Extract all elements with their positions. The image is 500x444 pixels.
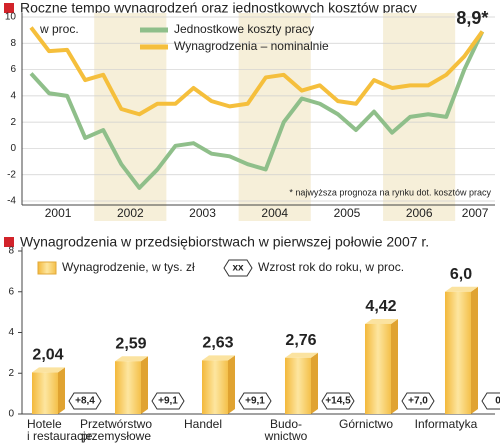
bar-top xyxy=(32,367,65,373)
bar-side xyxy=(228,355,235,414)
value-label: 2,59 xyxy=(115,335,146,352)
y-tick-label: 2 xyxy=(8,368,14,379)
y-tick-label: -4 xyxy=(7,196,16,207)
bar-side xyxy=(141,356,148,414)
y-tick-label: 4 xyxy=(10,90,16,101)
title-marker xyxy=(4,237,14,247)
legend-label: Jednostkowe koszty pracy xyxy=(174,22,314,36)
line-chart: 2001 2002 2003 2004 2005 2006 2007 -4 -2 0 2 4 6 8 10 J… xyxy=(5,8,495,221)
year-band xyxy=(22,13,95,221)
x-tick-label: Hotele xyxy=(27,417,62,431)
x-tick-label: 2002 xyxy=(117,206,144,220)
legend-swatch xyxy=(37,261,57,275)
y-tick-label: -2 xyxy=(7,169,16,180)
annotation: 8,9* xyxy=(456,8,488,28)
line-series xyxy=(29,30,485,190)
growth-badge xyxy=(481,392,500,410)
bar-top xyxy=(365,318,398,324)
x-tick-label: 2007 xyxy=(462,206,489,220)
bar-side xyxy=(311,352,318,414)
bar-side xyxy=(471,286,478,414)
bar xyxy=(365,323,391,414)
y-tick-label: 10 xyxy=(5,12,17,23)
x-tick-label: 2003 xyxy=(189,206,216,220)
growth-badge xyxy=(238,392,272,410)
growth-label: +9,1 xyxy=(245,396,265,407)
x-tick-label: przemysłowe xyxy=(81,429,151,443)
bar-side xyxy=(58,367,65,414)
legend-label: Wzrost rok do roku, w proc. xyxy=(258,260,404,274)
legend-symbol: xx xyxy=(232,263,244,274)
legend-swatch xyxy=(223,259,253,277)
value-label: 2,76 xyxy=(285,332,316,349)
value-label: 2,63 xyxy=(202,335,233,352)
y-tick-label: 8 xyxy=(8,246,14,257)
bar-top xyxy=(115,356,148,362)
x-tick-label: 2005 xyxy=(334,206,361,220)
bar xyxy=(445,291,471,414)
bar-top xyxy=(202,355,235,361)
growth-badge xyxy=(151,392,185,410)
growth-label: 0 xyxy=(495,396,500,407)
y-tick-label: 0 xyxy=(10,143,16,154)
growth-label: +9,1 xyxy=(158,396,178,407)
x-tick-label: wnictwo xyxy=(264,429,308,443)
value-label: 4,42 xyxy=(365,298,396,315)
growth-label: +7,0 xyxy=(408,396,428,407)
x-tick-label: Informatyka xyxy=(415,417,478,431)
y-tick-label: 2 xyxy=(10,117,16,128)
bar-side xyxy=(391,318,398,414)
year-band xyxy=(94,13,167,221)
chart-title: Wynagrodzenia w przedsiębiorstwach w pie… xyxy=(20,234,429,250)
line-series xyxy=(29,26,484,117)
value-label: 6,0 xyxy=(450,266,472,283)
bar xyxy=(285,357,311,414)
chart-title: Roczne tempo wynagrodzeń oraz jednostkow… xyxy=(20,0,417,16)
x-tick-label: 2004 xyxy=(261,206,288,220)
value-label: 2,04 xyxy=(32,347,63,364)
y-tick-label: 6 xyxy=(8,286,14,297)
bar-chart: 0 2 4 6 8 Wynagrodzenie, w tys. zł xx Wzrost ro… xyxy=(8,246,500,443)
x-tick-label: Przetwórstwo xyxy=(80,417,152,431)
legend-label: Wynagrodzenia – nominalnie xyxy=(174,39,329,53)
y-tick-label: 0 xyxy=(8,409,14,420)
title-marker xyxy=(4,3,14,13)
year-band xyxy=(166,13,239,221)
unit-label: w proc. xyxy=(39,22,79,36)
x-tick-label: 2006 xyxy=(406,206,433,220)
y-tick-label: 6 xyxy=(10,64,16,75)
growth-badge xyxy=(321,392,355,410)
growth-badge xyxy=(401,392,435,410)
bar xyxy=(202,360,228,414)
y-tick-label: 8 xyxy=(10,38,16,49)
x-tick-label: Budo- xyxy=(270,417,302,431)
x-tick-label: 2001 xyxy=(45,206,72,220)
growth-label: +8,4 xyxy=(75,396,95,407)
bar xyxy=(32,372,58,414)
year-band xyxy=(238,13,311,221)
x-tick-label: Górnictwo xyxy=(339,417,393,431)
bar-top xyxy=(445,286,478,292)
bar xyxy=(115,361,141,414)
y-tick-label: 4 xyxy=(8,327,14,338)
x-tick-label: Handel xyxy=(184,417,222,431)
growth-badge xyxy=(68,392,102,410)
x-tick-label: i restauracje xyxy=(27,429,93,443)
footnote: * najwyższa prognoza na rynku dot. koszt… xyxy=(289,187,491,197)
legend-label: Wynagrodzenie, w tys. zł xyxy=(62,260,195,274)
bar-top xyxy=(285,352,318,358)
growth-label: +14,5 xyxy=(325,396,351,407)
